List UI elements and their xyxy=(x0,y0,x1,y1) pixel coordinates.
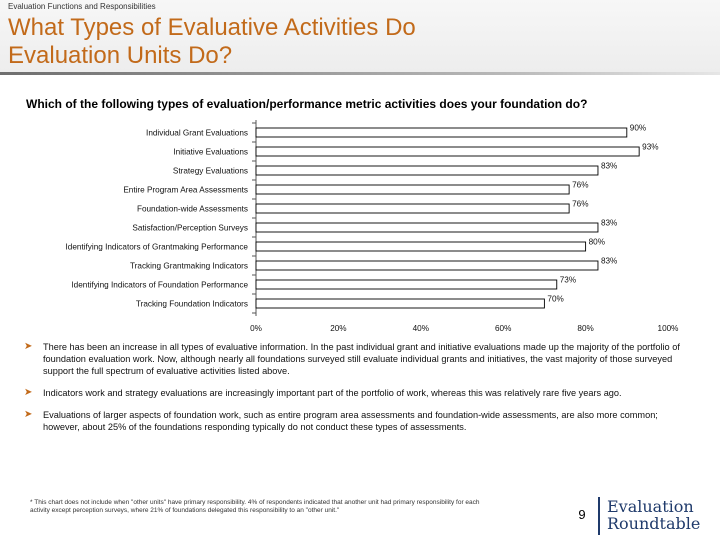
logo-text-line-1: Evaluation xyxy=(607,497,694,516)
category-label: Entire Program Area Assessments xyxy=(123,186,248,195)
x-tick-label: 40% xyxy=(413,324,429,333)
arrow-bullet-icon: ➤ xyxy=(24,409,33,420)
section-label: Evaluation Functions and Responsibilitie… xyxy=(8,2,156,11)
bullet-text: There has been an increase in all types … xyxy=(43,342,680,376)
arrow-bullet-icon: ➤ xyxy=(24,341,33,352)
bar-value-label: 76% xyxy=(572,200,588,209)
slide-title-line-1: What Types of Evaluative Activities Do xyxy=(8,14,416,41)
category-label: Strategy Evaluations xyxy=(173,167,248,176)
bar xyxy=(255,146,640,157)
bar xyxy=(255,127,628,138)
x-tick-label: 20% xyxy=(330,324,346,333)
footnote: * This chart does not include when "othe… xyxy=(30,499,480,514)
logo-text-line-2: Roundtable xyxy=(607,514,701,533)
slide-header: Evaluation Functions and Responsibilitie… xyxy=(0,0,720,72)
category-label: Tracking Grantmaking Indicators xyxy=(130,262,248,271)
bar-value-label: 90% xyxy=(630,124,646,133)
bar xyxy=(255,222,599,233)
category-label: Initiative Evaluations xyxy=(173,148,248,157)
bullet-item: ➤ There has been an increase in all type… xyxy=(24,341,694,377)
slide-title: What Types of Evaluative Activities Do E… xyxy=(8,14,608,70)
x-tick-label: 80% xyxy=(577,324,593,333)
category-label: Foundation-wide Assessments xyxy=(137,205,248,214)
bar-chart: Individual Grant Evaluations 90% Initiativ… xyxy=(66,120,679,333)
bar-value-label: 83% xyxy=(601,162,617,171)
slide-title-line-2: Evaluation Units Do? xyxy=(8,42,233,69)
bullet-item: ➤ Evaluations of larger aspects of found… xyxy=(24,409,694,433)
evaluation-roundtable-logo: Evaluation Roundtable xyxy=(598,497,712,535)
bar-value-label: 73% xyxy=(560,276,576,285)
bar-value-label: 76% xyxy=(572,181,588,190)
header-divider xyxy=(0,72,720,75)
bar xyxy=(255,260,599,271)
category-label: Tracking Foundation Indicators xyxy=(136,300,248,309)
bar-value-label: 70% xyxy=(547,295,563,304)
bullet-item: ➤ Indicators work and strategy evaluatio… xyxy=(24,387,694,399)
bar-value-label: 83% xyxy=(601,257,617,266)
bar xyxy=(255,298,545,309)
bar-value-label: 80% xyxy=(589,238,605,247)
bar xyxy=(255,184,570,195)
x-tick-label: 100% xyxy=(658,324,679,333)
category-label: Identifying Indicators of Foundation Per… xyxy=(71,281,248,290)
page-number: 9 xyxy=(578,507,586,522)
category-label: Identifying Indicators of Grantmaking Pe… xyxy=(66,243,249,252)
category-label: Satisfaction/Perception Surveys xyxy=(132,224,248,233)
bar xyxy=(255,203,570,214)
arrow-bullet-icon: ➤ xyxy=(24,387,33,398)
survey-question: Which of the following types of evaluati… xyxy=(26,97,588,111)
bullet-text: Evaluations of larger aspects of foundat… xyxy=(43,410,658,432)
bullet-list: ➤ There has been an increase in all type… xyxy=(24,341,694,443)
bar-value-label: 93% xyxy=(642,143,658,152)
x-tick-label: 60% xyxy=(495,324,511,333)
bar xyxy=(255,241,587,252)
bar-value-label: 83% xyxy=(601,219,617,228)
x-tick-label: 0% xyxy=(250,324,262,333)
bullet-text: Indicators work and strategy evaluations… xyxy=(43,388,622,398)
bar xyxy=(255,165,599,176)
bar xyxy=(255,279,558,290)
category-label: Individual Grant Evaluations xyxy=(146,129,248,138)
